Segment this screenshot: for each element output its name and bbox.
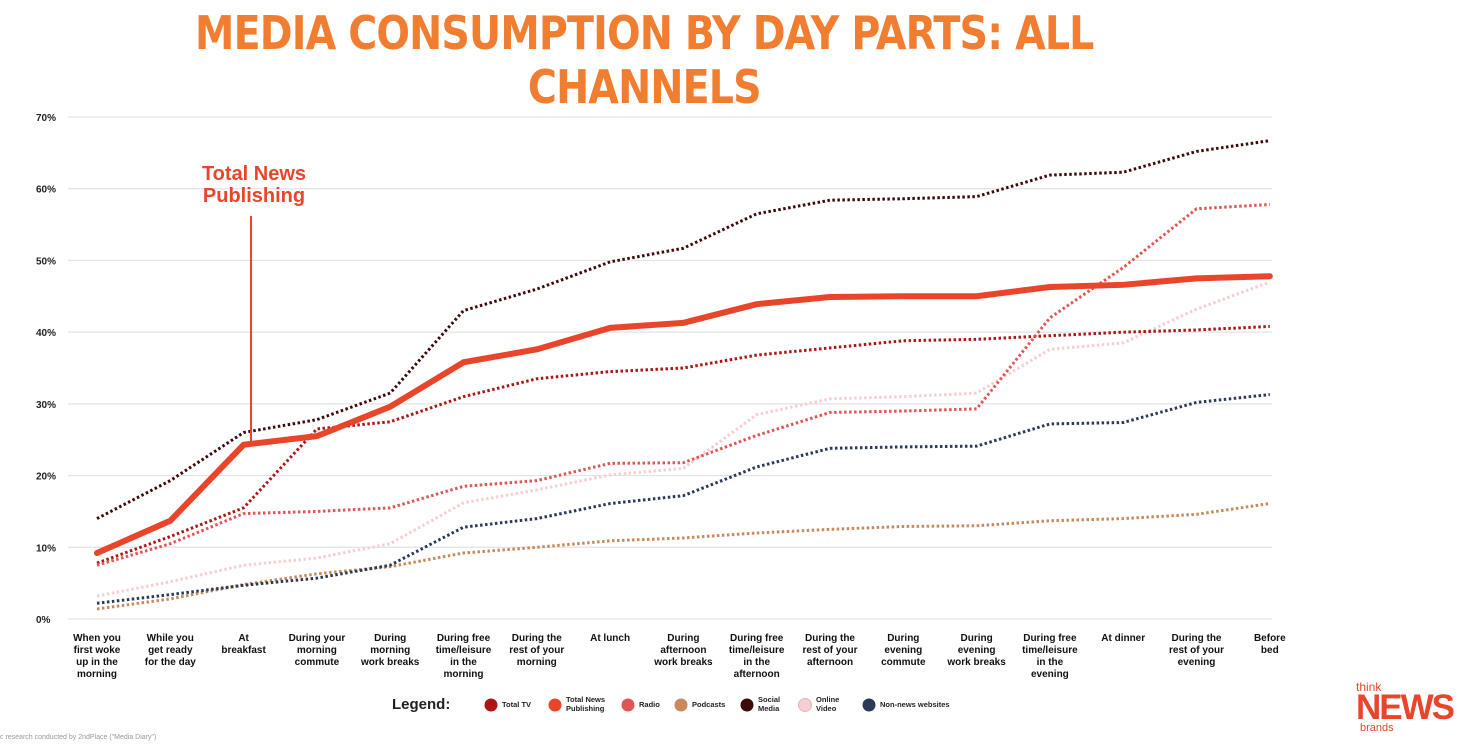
x-tick-label: At breakfast bbox=[221, 633, 266, 656]
y-tick-label: 30% bbox=[36, 400, 56, 411]
annotation-line-1: Total News bbox=[202, 163, 306, 185]
legend-title: Legend: bbox=[392, 696, 450, 713]
x-axis-ticks: When you first woke up in the morning While … bbox=[73, 633, 1286, 680]
annotation-line-2: Publishing bbox=[203, 185, 305, 207]
logo-news: NEWS bbox=[1356, 688, 1455, 727]
think-news-brands-logo: think NEWS brands bbox=[1356, 680, 1455, 734]
legend-label: Radio bbox=[639, 700, 660, 709]
legend-label: Social Media bbox=[758, 695, 780, 713]
x-tick-label: During free time/leisure in the evening bbox=[1022, 633, 1078, 680]
y-tick-label: 10% bbox=[36, 543, 56, 554]
series-line-non-news-websites bbox=[96, 393, 1270, 605]
chart-title: MEDIA CONSUMPTION BY DAY PARTS: ALL CHAN… bbox=[195, 6, 1094, 114]
legend-swatch bbox=[674, 698, 688, 712]
x-tick-label: During free time/leisure in the afternoon bbox=[729, 633, 785, 680]
x-tick-label: During the rest of your evening bbox=[1169, 633, 1224, 668]
x-tick-label: While you get ready for the day bbox=[145, 633, 197, 668]
legend: Legend: Total TV Total News Publishing Radi… bbox=[392, 695, 950, 713]
grid-lines bbox=[68, 116, 1272, 620]
series-line-social-media bbox=[96, 139, 1271, 520]
x-tick-label: During the rest of your afternoon bbox=[802, 633, 857, 668]
x-tick-label: During your morning commute bbox=[289, 633, 346, 668]
x-tick-label: During afternoon work breaks bbox=[653, 633, 713, 668]
legend-swatch bbox=[548, 698, 562, 712]
y-tick-label: 0% bbox=[36, 615, 51, 626]
x-tick-label: At dinner bbox=[1101, 633, 1145, 644]
annotation: Total News Publishing bbox=[202, 163, 306, 445]
legend-swatch bbox=[484, 698, 498, 712]
y-tick-label: 20% bbox=[36, 472, 56, 483]
series-line-total-news-publishing bbox=[94, 273, 1273, 557]
logo-think: think bbox=[1356, 680, 1382, 694]
legend-label: Online Video bbox=[816, 695, 839, 713]
x-tick-label: During morning work breaks bbox=[360, 633, 420, 668]
x-tick-label: Before bed bbox=[1254, 633, 1286, 656]
legend-swatch bbox=[798, 698, 812, 712]
series-line-online-video bbox=[96, 280, 1271, 598]
legend-label: Total News Publishing bbox=[566, 695, 605, 713]
series-lines bbox=[94, 139, 1273, 611]
series-line-radio bbox=[96, 202, 1270, 567]
y-tick-label: 70% bbox=[36, 113, 56, 124]
legend-swatch bbox=[740, 698, 754, 712]
logo-brands: brands bbox=[1360, 722, 1394, 734]
legend-label: Total TV bbox=[502, 700, 531, 709]
x-tick-label: During evening commute bbox=[881, 633, 926, 668]
legend-swatch bbox=[621, 698, 635, 712]
legend-label: Podcasts bbox=[692, 700, 725, 709]
series-line-podcasts bbox=[96, 502, 1271, 611]
y-tick-label: 40% bbox=[36, 328, 56, 339]
x-tick-label: During free time/leisure in the morning bbox=[436, 633, 492, 680]
y-tick-label: 60% bbox=[36, 185, 56, 196]
x-tick-label: At lunch bbox=[590, 633, 630, 644]
y-tick-label: 50% bbox=[36, 256, 56, 267]
x-tick-label: During evening work breaks bbox=[946, 633, 1006, 668]
footnote: c research conducted by 2ndPlace ("Media… bbox=[0, 734, 157, 741]
legend-swatch bbox=[862, 698, 876, 712]
series-line-total-tv bbox=[96, 324, 1270, 565]
x-tick-label: During the rest of your morning bbox=[509, 633, 564, 668]
y-axis-ticks: 0% 10% 20% 30% 40% 50% 60% 70% bbox=[36, 113, 56, 626]
x-tick-label: When you first woke up in the morning bbox=[73, 633, 121, 680]
legend-label: Non-news websites bbox=[880, 700, 950, 709]
